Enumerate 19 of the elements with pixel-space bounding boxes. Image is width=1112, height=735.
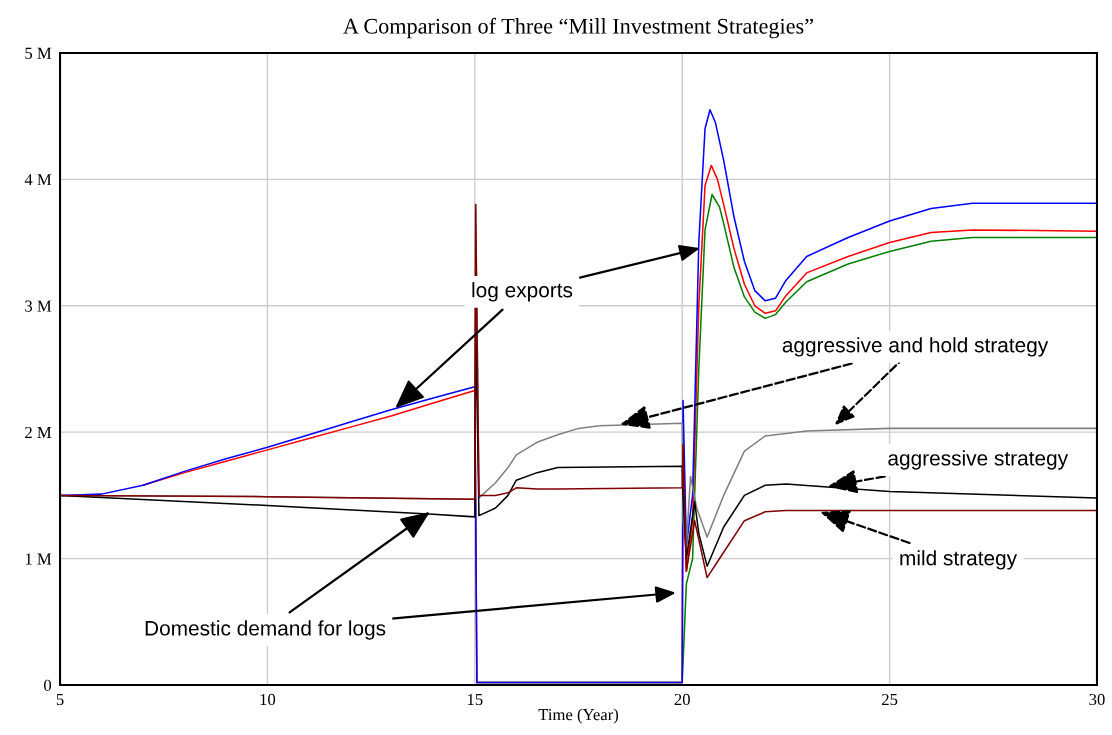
- x-tick-label: 30: [1089, 693, 1105, 706]
- y-tick-label: 4 M: [24, 174, 52, 186]
- y-tick-label: 5 M: [25, 47, 52, 59]
- annotation: Domestic demand for logs: [145, 620, 386, 640]
- annotation: aggressive and hold strategy: [782, 337, 1049, 357]
- x-tick-label: 5: [56, 694, 64, 706]
- chart-title: A Comparison of Three “Mill Investment Strategies”: [343, 17, 813, 39]
- x-tick-label: 15: [467, 693, 483, 706]
- annotation: mild strategy: [900, 550, 1018, 570]
- y-tick-label: 1 M: [25, 553, 52, 565]
- x-tick-label: 10: [260, 693, 276, 706]
- x-axis-title: Time (Year): [538, 708, 619, 724]
- x-tick-label: 25: [882, 693, 898, 706]
- annotation: aggressive strategy: [888, 450, 1069, 470]
- x-tick-label: 20: [674, 693, 690, 706]
- y-tick-label: 0: [44, 679, 52, 691]
- y-tick-label: 3 M: [25, 300, 52, 312]
- annotation: log exports: [472, 282, 573, 302]
- y-tick-label: 2 M: [25, 426, 52, 438]
